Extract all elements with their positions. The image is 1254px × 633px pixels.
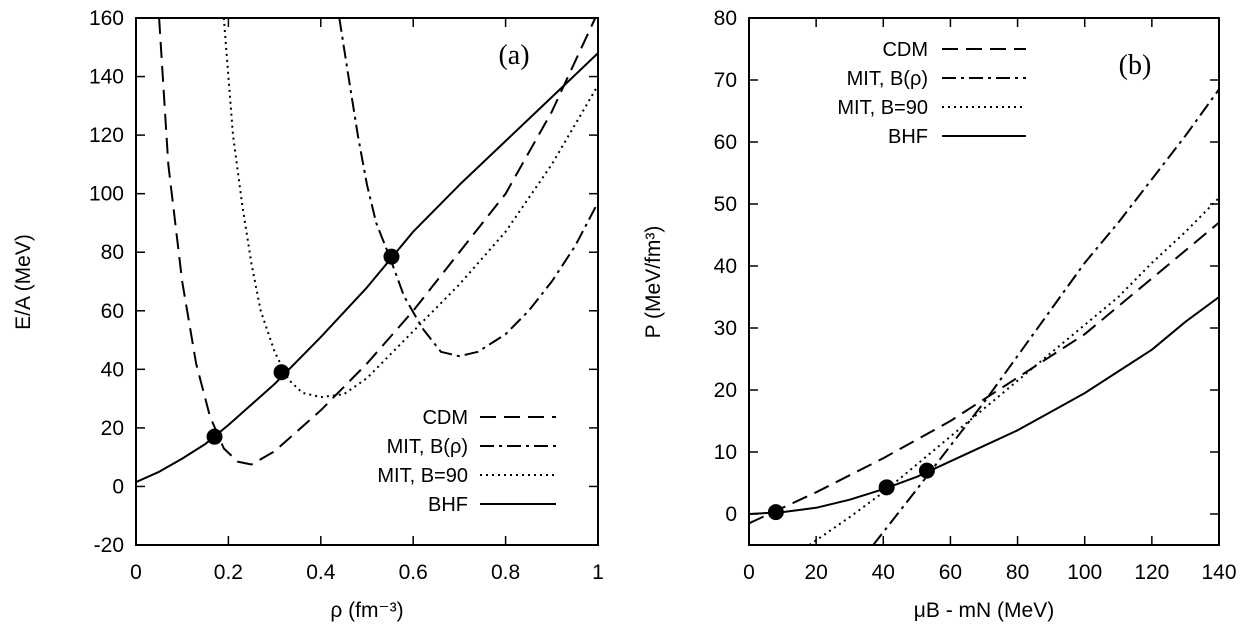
legend-entry-label: MIT, B(ρ) [387,436,468,458]
x-tick-label: 0 [743,561,755,584]
markers-b [767,462,935,521]
x-axis-label-b: μB - mN (MeV) [914,599,1054,622]
y-tick-label: 80 [101,241,124,264]
y-tick-label: 50 [714,193,737,216]
y-tick-label: 40 [714,255,737,278]
legend-entry-label: CDM [882,39,928,61]
x-tick-label: 60 [939,561,962,584]
legend-entry-label: BHF [888,126,928,148]
x-tick-label: 1 [592,561,604,584]
y-axis-label-a: E/A (MeV) [12,234,35,330]
y-tick-label: 20 [101,417,124,440]
series-line-cdm [158,18,597,466]
y-tick-label: 10 [714,441,737,464]
panel-b: 0 20 40 60 80 100 120 140 0 10 20 30 40 50 60 70 80 CDM M… [642,7,1237,622]
x-tick-label: 80 [1006,561,1029,584]
legend-entry-label: MIT, B(ρ) [847,68,928,90]
series-group-a [136,18,598,484]
y-tick-label: 30 [714,317,737,340]
y-tick-label: 60 [101,300,124,323]
ticks-a: 0 0.2 0.4 0.6 0.8 1 -20 0 20 40 60 80 100 120 140 160 [89,7,604,584]
legend-entry-label: BHF [428,494,468,516]
y-tick-label: 0 [725,503,737,526]
transition-point-marker [878,479,895,496]
x-tick-label: 0.4 [306,561,336,584]
x-tick-label: 0.6 [399,561,428,584]
x-tick-label: 0.8 [491,561,520,584]
legend-entry-label: CDM [422,407,468,429]
transition-point-marker [206,428,223,445]
y-axis-label-b: P (MeV/fm³) [642,226,665,339]
y-tick-label: 80 [714,7,737,30]
x-tick-label: 20 [804,561,827,584]
y-tick-label: 0 [112,475,124,498]
series-line-mit-b-90 [222,18,598,399]
x-tick-label: 40 [872,561,895,584]
plot-frame-b [748,17,1220,546]
transition-point-marker [383,248,400,265]
transition-point-marker [918,462,935,479]
panel-label-b: (b) [1119,50,1152,81]
x-tick-label: 120 [1134,561,1169,584]
y-tick-label: 120 [89,124,124,147]
legend-a: CDM MIT, B(ρ) MIT, B=90 BHF [377,407,556,516]
x-tick-label: 140 [1201,561,1236,584]
y-tick-label: 140 [89,66,124,89]
series-group-b [749,88,1219,545]
x-axis-label-a: ρ (fm⁻³) [330,599,403,622]
transition-point-marker [767,504,784,521]
series-line-bhf [136,52,598,484]
x-tick-label: 0.2 [214,561,243,584]
series-line-mit-b [338,18,598,358]
transition-point-marker [273,364,290,381]
legend-entry-label: MIT, B=90 [377,465,468,487]
y-tick-label: 40 [101,358,124,381]
y-tick-label: -20 [94,534,124,557]
series-line-cdm [749,221,1219,525]
series-line-bhf [749,296,1219,515]
x-tick-label: 100 [1067,561,1102,584]
plot-frame-a [135,17,599,546]
ticks-b: 0 20 40 60 80 100 120 140 0 10 20 30 40 50 60 70 80 [714,7,1237,584]
legend-b: CDM MIT, B(ρ) MIT, B=90 BHF [837,39,1026,148]
y-tick-label: 100 [89,183,124,206]
y-tick-label: 160 [89,7,124,30]
series-line-mit-b [872,88,1219,545]
legend-entry-label: MIT, B=90 [837,97,928,119]
y-tick-label: 60 [714,131,737,154]
markers-a [206,248,400,445]
x-tick-label: 0 [130,561,142,584]
panel-label-a: (a) [498,40,529,71]
panel-a: 0 0.2 0.4 0.6 0.8 1 -20 0 20 40 60 80 100 120 140 160 C… [12,7,604,622]
y-tick-label: 20 [714,379,737,402]
y-tick-label: 70 [714,69,737,92]
